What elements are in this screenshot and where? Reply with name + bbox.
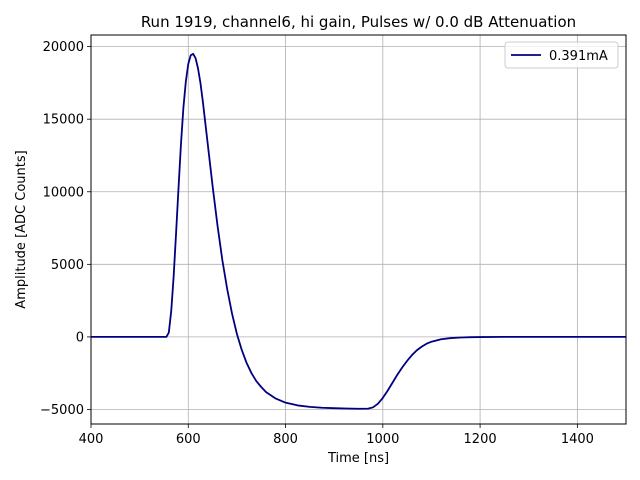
y-tick-label: 15000 bbox=[43, 113, 84, 128]
y-tick-label: 20000 bbox=[43, 40, 84, 55]
legend-box bbox=[504, 41, 619, 69]
x-tick-label: 1400 bbox=[561, 432, 594, 447]
series-line-0 bbox=[91, 52, 626, 410]
chart-title: Run 1919, channel6, hi gain, Pulses w/ 0… bbox=[141, 13, 576, 31]
y-tick-label: 0 bbox=[76, 330, 84, 345]
y-axis-label: Amplitude [ADC Counts] bbox=[14, 150, 29, 308]
x-axis-label: Time [ns] bbox=[327, 451, 389, 466]
x-tick-label: 400 bbox=[79, 432, 104, 447]
x-tick-label: 1000 bbox=[366, 432, 399, 447]
y-tick-label: −5000 bbox=[40, 403, 84, 418]
plot-frame bbox=[90, 34, 627, 425]
legend-label: 0.391mA bbox=[549, 49, 608, 64]
grid bbox=[90, 35, 626, 424]
series-layer bbox=[91, 52, 626, 410]
y-tick-label: 10000 bbox=[43, 185, 84, 200]
x-tick-label: 1200 bbox=[464, 432, 497, 447]
x-tick-label: 800 bbox=[273, 432, 298, 447]
x-tick-label: 600 bbox=[176, 432, 201, 447]
axis-ticks: 400 600 800 1000 1200 1400 −5000 0 5000 10000 1500… bbox=[40, 40, 594, 447]
y-tick-label: 5000 bbox=[51, 258, 84, 273]
legend: 0.391mA bbox=[504, 41, 619, 69]
